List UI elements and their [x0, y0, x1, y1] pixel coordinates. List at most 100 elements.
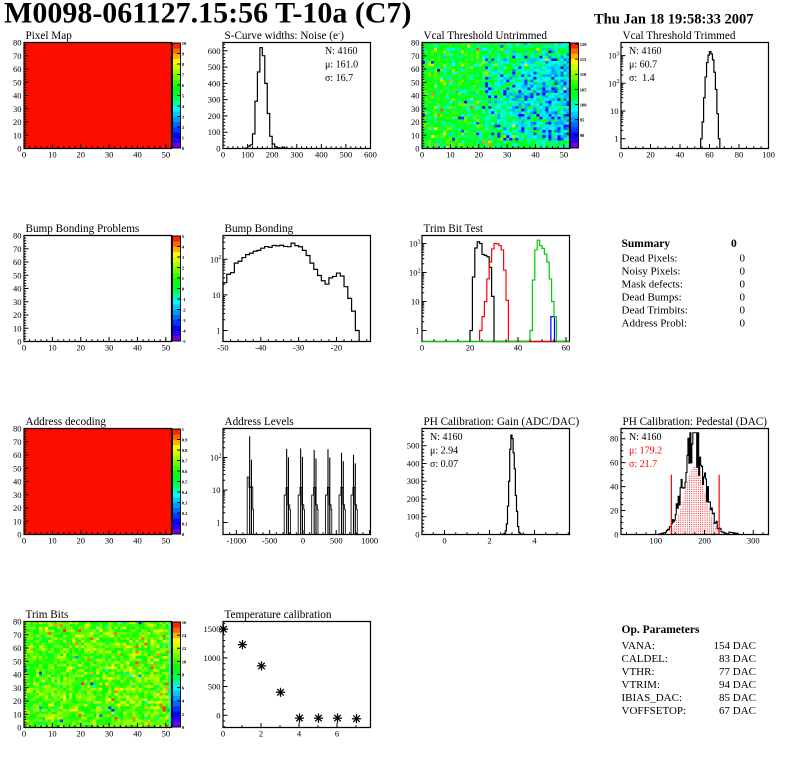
svg-text:0: 0	[182, 146, 185, 151]
svg-text:20: 20	[13, 503, 22, 513]
svg-text:0.1: 0.1	[182, 521, 188, 526]
svg-text:4: 4	[182, 244, 185, 249]
svg-text:0: 0	[740, 278, 746, 290]
svg-text:1500: 1500	[204, 624, 221, 634]
svg-text:14: 14	[182, 633, 187, 638]
svg-text:2: 2	[487, 536, 491, 546]
svg-text:-2: -2	[182, 307, 187, 312]
svg-text:40: 40	[13, 477, 22, 487]
svg-text:VTHR:: VTHR:	[622, 666, 655, 678]
svg-text:-3: -3	[182, 318, 187, 323]
svg-text:40: 40	[610, 482, 619, 492]
svg-text:1000: 1000	[361, 536, 378, 546]
svg-text:50: 50	[162, 729, 171, 739]
svg-text:500: 500	[340, 150, 353, 160]
svg-text:103: 103	[409, 239, 421, 249]
svg-text:20: 20	[13, 117, 22, 127]
svg-text:300: 300	[290, 150, 303, 160]
svg-text:0: 0	[740, 265, 746, 277]
svg-text:12: 12	[182, 646, 187, 651]
svg-text:10: 10	[48, 150, 57, 160]
svg-text:500: 500	[407, 441, 420, 451]
svg-text:600: 600	[208, 46, 221, 56]
svg-text:VTRIM:: VTRIM:	[622, 679, 661, 691]
svg-text:102: 102	[210, 453, 222, 463]
svg-text:0: 0	[216, 710, 220, 720]
svg-text:500: 500	[208, 682, 221, 692]
svg-text:0: 0	[17, 337, 21, 347]
svg-text:Bump Bonding Problems: Bump Bonding Problems	[26, 223, 140, 235]
svg-text:20: 20	[76, 343, 85, 353]
svg-text:10: 10	[48, 343, 57, 353]
svg-text:0.8: 0.8	[182, 448, 188, 453]
svg-text:60: 60	[13, 643, 22, 653]
svg-text:80: 80	[735, 150, 744, 160]
svg-text:CALDEL:: CALDEL:	[622, 653, 668, 665]
svg-text:Dead Trimbits:: Dead Trimbits:	[622, 304, 688, 316]
svg-text:154 DAC: 154 DAC	[714, 640, 756, 652]
svg-text:50: 50	[560, 150, 569, 160]
svg-text:0: 0	[740, 252, 746, 264]
svg-text:0: 0	[420, 343, 424, 353]
svg-text:110: 110	[580, 72, 587, 77]
svg-text:10: 10	[182, 41, 187, 46]
svg-text:77 DAC: 77 DAC	[719, 666, 756, 678]
svg-text:1: 1	[614, 134, 618, 144]
svg-text:120: 120	[580, 42, 588, 47]
svg-text:400: 400	[407, 458, 420, 468]
svg-text:0: 0	[221, 729, 225, 739]
svg-text:1: 1	[216, 518, 220, 528]
svg-text:0: 0	[301, 536, 305, 546]
svg-text:50: 50	[13, 463, 22, 473]
svg-text:60: 60	[610, 458, 619, 468]
svg-text:80: 80	[13, 231, 22, 241]
svg-text:60: 60	[562, 343, 571, 353]
svg-text:67 DAC: 67 DAC	[719, 705, 756, 717]
svg-text:PH Calibration: Pedestal (DAC): PH Calibration: Pedestal (DAC)	[623, 416, 768, 428]
svg-text:10: 10	[212, 290, 221, 300]
svg-text:40: 40	[13, 91, 22, 101]
svg-text:40: 40	[133, 729, 142, 739]
svg-text:-40: -40	[255, 343, 266, 353]
svg-text:10: 10	[13, 130, 22, 140]
svg-text:80: 80	[13, 617, 22, 627]
svg-text:σ: 16.7: σ: 16.7	[325, 73, 353, 84]
svg-text:3: 3	[182, 114, 185, 119]
svg-text:300: 300	[747, 536, 760, 546]
svg-text:400: 400	[208, 78, 221, 88]
svg-text:VOFFSETOP:: VOFFSETOP:	[622, 705, 687, 717]
svg-text:Address Levels: Address Levels	[225, 416, 294, 428]
svg-text:μ: 60.7: μ: 60.7	[629, 60, 657, 71]
svg-text:8: 8	[182, 62, 185, 67]
svg-text:Vcal Threshold Untrimmed: Vcal Threshold Untrimmed	[424, 30, 548, 42]
svg-text:4: 4	[297, 729, 302, 739]
svg-text:80: 80	[610, 434, 619, 444]
svg-text:600: 600	[364, 150, 377, 160]
svg-text:-50: -50	[217, 343, 228, 353]
svg-text:Thu Jan 18 19:58:33 2007: Thu Jan 18 19:58:33 2007	[594, 12, 754, 28]
svg-text:Op. Parameters: Op. Parameters	[622, 624, 700, 636]
svg-text:50: 50	[13, 656, 22, 666]
svg-text:10: 10	[13, 516, 22, 526]
svg-text:2: 2	[182, 712, 185, 717]
svg-text:20: 20	[76, 150, 85, 160]
svg-text:60: 60	[13, 257, 22, 267]
svg-text:200: 200	[407, 494, 420, 504]
svg-text:Dead Bumps:: Dead Bumps:	[622, 291, 682, 303]
svg-text:20: 20	[76, 729, 85, 739]
svg-text:0.5: 0.5	[182, 479, 188, 484]
svg-text:10: 10	[610, 106, 619, 116]
svg-text:10: 10	[212, 485, 221, 495]
svg-text:0: 0	[740, 317, 746, 329]
svg-text:40: 40	[133, 150, 142, 160]
svg-text:50: 50	[13, 270, 22, 280]
svg-text:0.3: 0.3	[182, 500, 188, 505]
svg-text:0: 0	[182, 725, 185, 730]
svg-text:8: 8	[182, 672, 185, 677]
svg-text:70: 70	[13, 437, 22, 447]
svg-text:50: 50	[162, 536, 171, 546]
svg-text:0: 0	[22, 150, 26, 160]
svg-text:70: 70	[13, 51, 22, 61]
svg-text:300: 300	[208, 95, 221, 105]
svg-text:0: 0	[740, 291, 746, 303]
